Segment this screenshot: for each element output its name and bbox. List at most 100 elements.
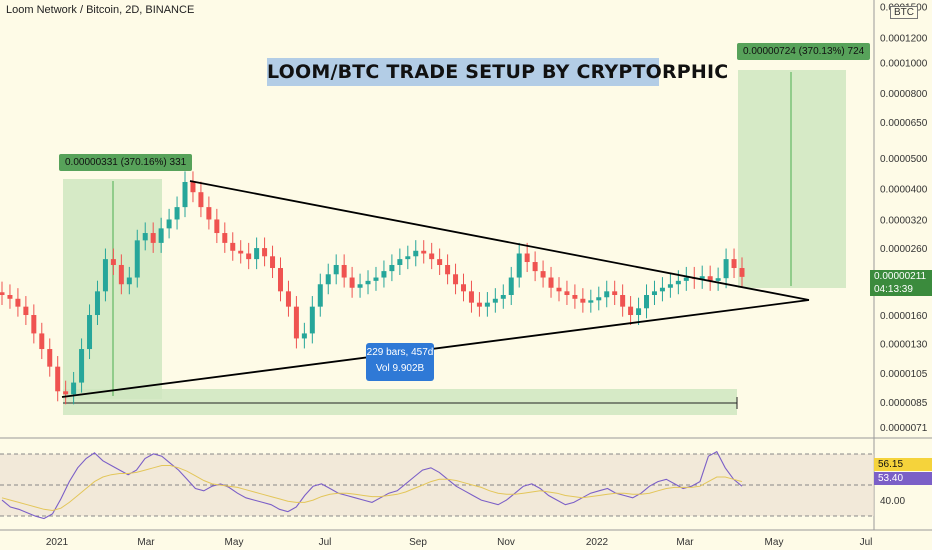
quote-currency-badge[interactable]: BTC	[890, 6, 918, 19]
candle-body	[437, 259, 443, 265]
candle-body	[190, 181, 196, 193]
bar-countdown: 04:13:39	[874, 284, 913, 295]
candle-body	[230, 242, 236, 251]
candle-body	[651, 291, 657, 296]
candle-body	[31, 315, 37, 334]
candle-body	[182, 181, 188, 208]
candle-body	[214, 219, 220, 234]
rsi-ma-line	[1, 465, 743, 512]
y-tick-label: 0.0000160	[880, 311, 928, 322]
candle-body	[166, 219, 172, 229]
y-tick-label: 0.0000650	[880, 118, 928, 129]
lower-trendline	[61, 299, 810, 398]
candle-body	[150, 233, 156, 243]
candle-body	[644, 295, 650, 309]
candle-body	[461, 284, 467, 292]
candle-body	[39, 333, 45, 350]
candle-body	[94, 291, 100, 316]
candle-body	[628, 306, 634, 316]
candle-body	[516, 253, 522, 278]
candle-body	[699, 276, 705, 279]
candle-body	[79, 349, 85, 383]
right-measure-label: 0.00000724 (370.13%) 724	[737, 43, 871, 60]
candle-body	[357, 284, 363, 288]
candle-body	[453, 274, 459, 285]
range-stats-box: 229 bars, 457d Vol 9.902B	[366, 343, 434, 381]
candle-body	[484, 302, 490, 307]
candle-body	[620, 295, 626, 307]
y-tick-label: 0.0000130	[880, 340, 928, 351]
candle-body	[476, 302, 482, 307]
candle-body	[285, 291, 291, 307]
y-tick-label: 0.0000400	[880, 185, 928, 196]
candle-body	[301, 333, 307, 339]
candle-body	[126, 277, 132, 285]
candle-body	[325, 274, 331, 285]
candle-body	[500, 295, 506, 299]
candle-body	[341, 264, 347, 278]
candle-body	[429, 253, 435, 260]
candle-body	[87, 315, 93, 350]
left-measure-label: 0.00000331 (370.16%) 331	[59, 154, 193, 171]
candle-body	[675, 280, 681, 285]
rsi-ma-tag: 53.40	[874, 472, 932, 485]
candle-body	[381, 271, 387, 278]
candle-body	[636, 308, 642, 316]
candle-body	[198, 192, 204, 208]
candle-body	[397, 259, 403, 265]
candle-body	[365, 280, 371, 285]
candle-body	[492, 298, 498, 303]
candle-body	[47, 349, 53, 367]
candle-body	[739, 268, 745, 277]
range-bars-label: 229 bars, 457d	[366, 347, 434, 358]
candle-body	[556, 287, 562, 292]
candle-body	[659, 287, 665, 292]
x-tick-label: Jul	[860, 537, 873, 548]
candle-body	[254, 248, 260, 260]
candle-body	[715, 278, 721, 281]
last-price-value: 0.00000211	[874, 271, 927, 282]
y-tick-label: 0.0000320	[880, 215, 928, 226]
candle-body	[270, 256, 276, 269]
candle-body	[373, 277, 379, 281]
candle-body	[71, 382, 77, 395]
rsi-level-label: 40.00	[880, 496, 905, 507]
chart-title: LOOM/BTC TRADE SETUP BY CRYPTORPHIC	[267, 58, 728, 86]
y-tick-label: 0.0000071	[880, 423, 928, 434]
candle-body	[7, 295, 13, 299]
range-volume-label: Vol 9.902B	[375, 363, 425, 374]
x-tick-label: 2021	[46, 537, 69, 548]
y-tick-label: 0.0001000	[880, 58, 928, 69]
right-measure-box	[738, 70, 846, 288]
candle-body	[468, 291, 474, 303]
candle-body	[174, 207, 180, 220]
date-range-box	[63, 389, 737, 415]
candle-body	[524, 253, 530, 263]
x-tick-label: May	[765, 537, 784, 548]
candle-body	[405, 256, 411, 260]
candle-body	[134, 240, 140, 278]
y-tick-label: 0.0000260	[880, 244, 928, 255]
candle-body	[309, 306, 315, 334]
candle-body	[508, 277, 514, 296]
candle-body	[612, 291, 618, 296]
candle-body	[333, 264, 339, 275]
candle-body	[102, 259, 108, 292]
candle-body	[667, 284, 673, 288]
candle-body	[118, 264, 124, 285]
y-tick-label: 0.0000500	[880, 154, 928, 165]
candle-body	[445, 264, 451, 275]
candle-body	[317, 284, 323, 307]
candle-body	[349, 277, 355, 288]
candle-body	[596, 297, 602, 301]
y-tick-label: 0.0000105	[880, 369, 928, 380]
candle-body	[548, 277, 554, 288]
candle-body	[238, 250, 244, 254]
candle-body	[206, 207, 212, 220]
x-tick-label: May	[225, 537, 244, 548]
last-price-tag: 0.00000211 04:13:39	[870, 270, 932, 296]
candle-body	[723, 259, 729, 279]
candle-body	[421, 250, 427, 254]
